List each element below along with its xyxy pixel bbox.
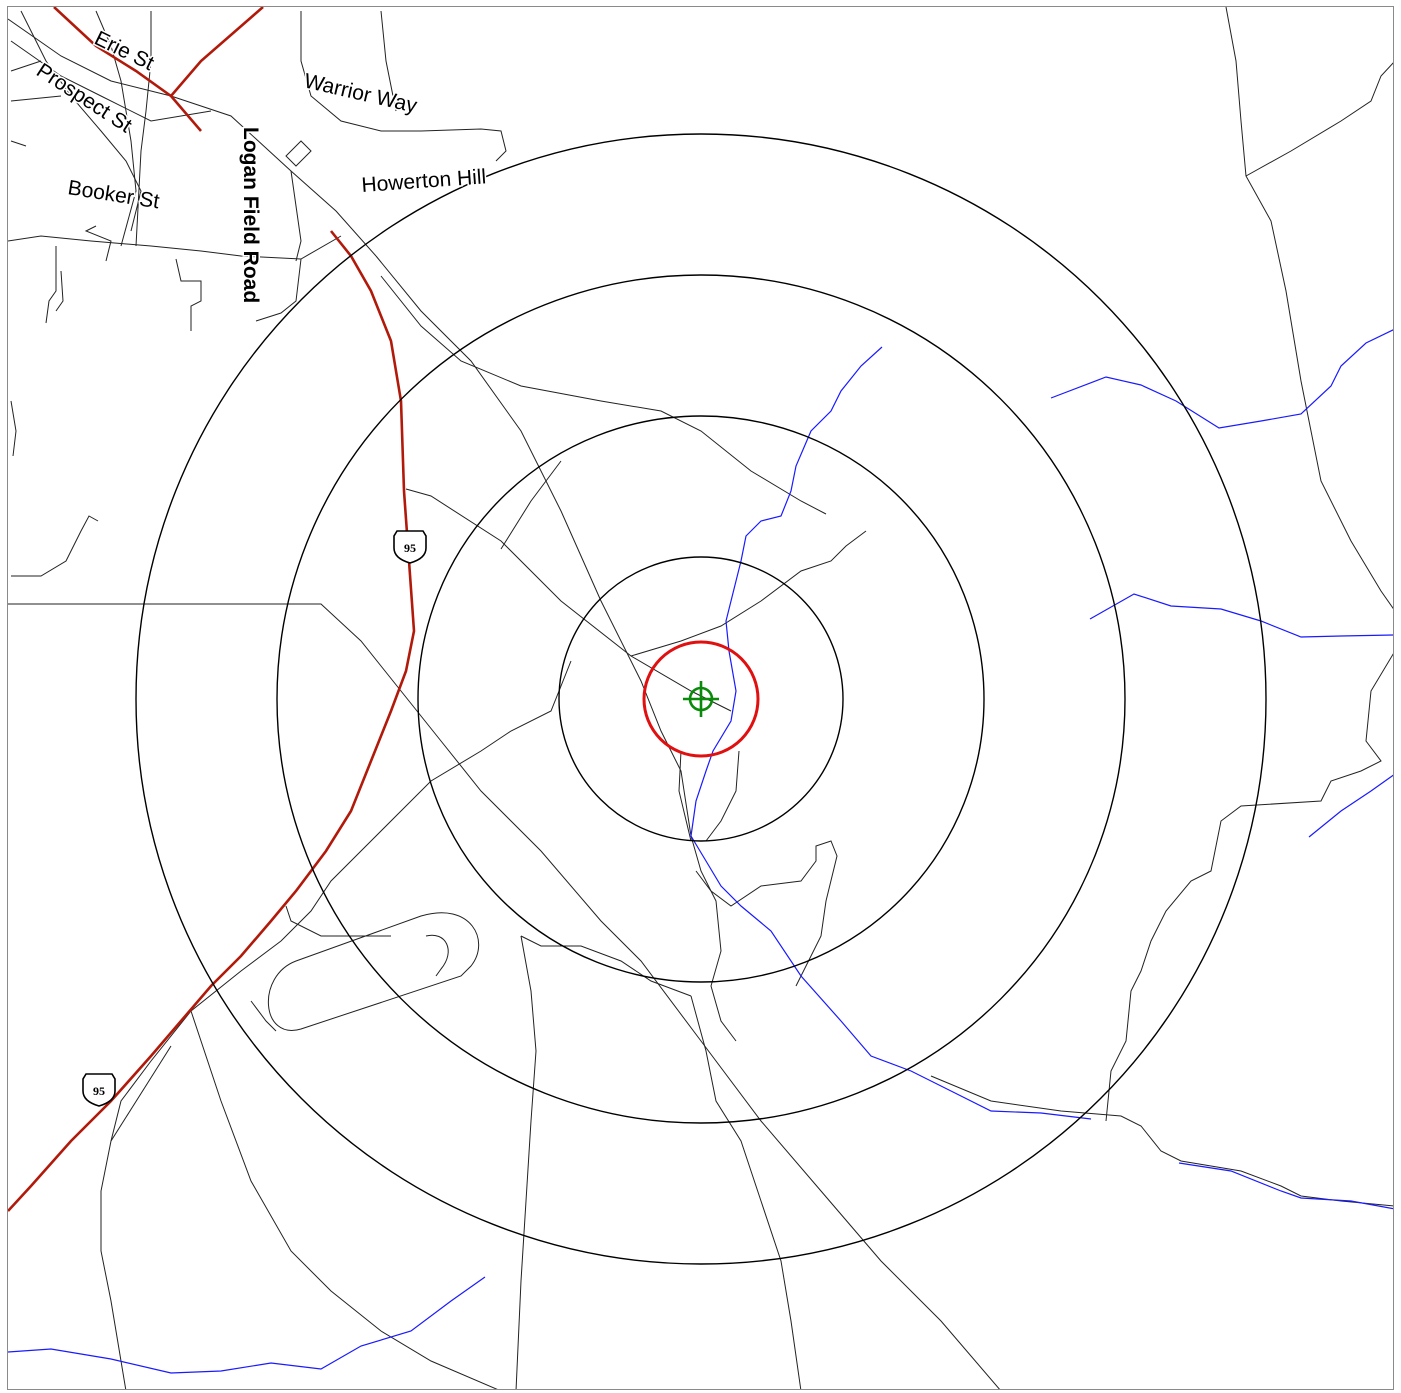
stream-segment (690, 346, 1092, 1120)
road-network (8, 7, 1393, 1389)
road-segment (8, 235, 342, 260)
road-segment (515, 935, 537, 1389)
target-ring (642, 640, 760, 758)
road-segment (520, 935, 692, 997)
road-segment (100, 660, 572, 1389)
road-segment (95, 10, 137, 247)
road-segment (285, 905, 391, 937)
street-label-booker-st: Booker St (66, 176, 161, 213)
shield-label: 95 (404, 541, 416, 555)
road-segment (11, 515, 99, 577)
street-label-howerton-hill: Howerton Hill (361, 165, 487, 197)
stream-segment (1089, 593, 1393, 638)
road-segment (630, 530, 867, 657)
road-segment (8, 18, 377, 257)
stream-network (8, 329, 1393, 1374)
road-segment (20, 10, 142, 232)
street-label-logan-field-road: Logan Field Road (239, 127, 262, 303)
distance-ring-1 (558, 556, 844, 842)
road-segment (500, 460, 562, 550)
stream-segment (1178, 1162, 1393, 1210)
street-label-erie-st: Erie St (91, 27, 158, 75)
distance-ring-4 (135, 133, 1267, 1265)
road-segment (1245, 62, 1393, 177)
us-highway-shield-icon: 95 (82, 1073, 116, 1107)
road-segment (84, 225, 112, 262)
us-95-highway (8, 7, 416, 1212)
distance-rings (135, 133, 1267, 1265)
road-segment (405, 488, 732, 712)
road-segment (8, 603, 1000, 1389)
stream-segment (1050, 329, 1393, 429)
road-segment (285, 140, 312, 167)
stream-segment (8, 1276, 486, 1374)
distance-ring-3 (276, 274, 1126, 1124)
road-segment (190, 1010, 498, 1389)
road-segment (300, 11, 507, 162)
road-segment (930, 1075, 1393, 1207)
road-segment (110, 1045, 172, 1142)
shield-label: 95 (93, 1084, 105, 1098)
road-segment (695, 840, 838, 987)
road-segment (290, 170, 302, 262)
road-segment (10, 400, 17, 457)
road-segment (380, 275, 827, 515)
street-label-prospect-st: Prospect St (32, 59, 136, 137)
road-segment (705, 750, 740, 842)
road-segment (1105, 653, 1393, 1122)
road-segment (175, 258, 202, 331)
street-label-warrior-way: Warrior Way (302, 69, 420, 117)
road-segment (10, 60, 62, 147)
crosshair-target-icon[interactable] (683, 681, 719, 717)
map-canvas[interactable]: 95 95 Erie St Prospect St Booker St Loga… (7, 6, 1394, 1390)
stream-segment (1308, 774, 1393, 838)
race-track-inner (425, 934, 449, 977)
race-track-outer (267, 912, 480, 1031)
us-highway-shield-icon: 95 (393, 530, 427, 564)
road-segment (1225, 7, 1393, 610)
road-segment (375, 255, 737, 1042)
road-segment (45, 246, 64, 324)
road-segment (690, 995, 802, 1389)
road-segment (678, 750, 692, 842)
road-segment (10, 40, 212, 122)
road-segment (135, 11, 152, 247)
distance-ring-2 (417, 415, 985, 983)
road-segment (255, 258, 302, 322)
road-segment (380, 10, 397, 112)
road-segment (250, 1000, 277, 1032)
